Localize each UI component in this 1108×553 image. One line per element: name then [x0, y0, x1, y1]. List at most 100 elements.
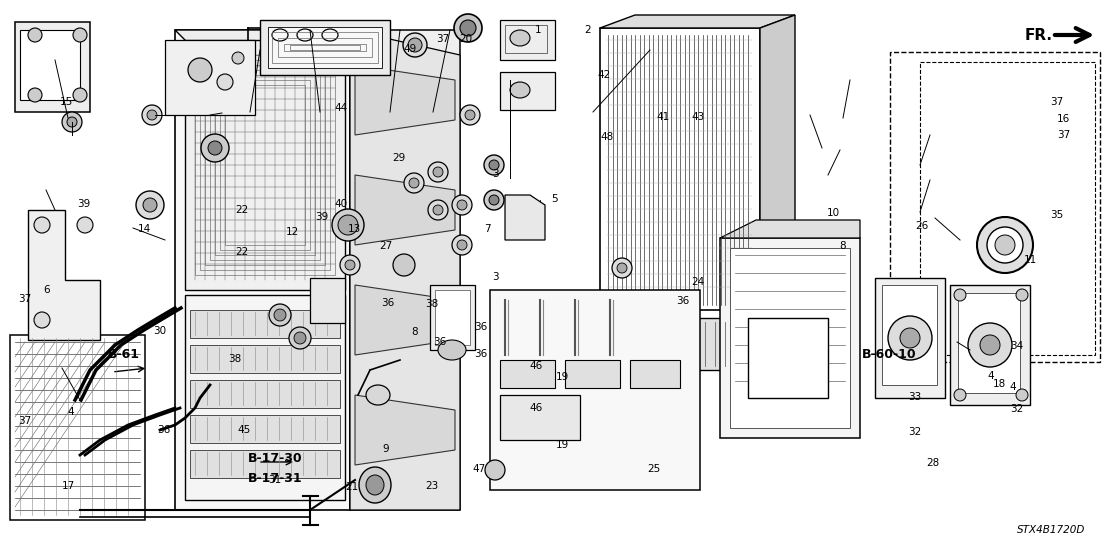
- Polygon shape: [760, 15, 796, 305]
- Text: 23: 23: [425, 481, 439, 491]
- Text: 45: 45: [237, 425, 250, 435]
- Text: 40: 40: [335, 199, 348, 208]
- Text: 37: 37: [18, 416, 31, 426]
- Ellipse shape: [1016, 389, 1028, 401]
- Ellipse shape: [987, 227, 1023, 263]
- Ellipse shape: [484, 190, 504, 210]
- Text: 18: 18: [993, 379, 1006, 389]
- Bar: [500, 72, 555, 110]
- Text: 7: 7: [484, 225, 491, 234]
- Ellipse shape: [338, 215, 358, 235]
- Ellipse shape: [489, 160, 499, 170]
- Text: 41: 41: [656, 112, 669, 122]
- Ellipse shape: [438, 340, 466, 360]
- Text: 46: 46: [530, 361, 543, 371]
- Text: 15: 15: [60, 97, 73, 107]
- Text: 27: 27: [379, 241, 392, 251]
- Text: B-17-31: B-17-31: [248, 472, 302, 484]
- Bar: [16, 22, 90, 112]
- Text: 44: 44: [335, 103, 348, 113]
- Ellipse shape: [188, 58, 212, 82]
- Text: 22: 22: [235, 247, 248, 257]
- Ellipse shape: [489, 195, 499, 205]
- Bar: [435, 290, 470, 345]
- Ellipse shape: [62, 112, 82, 132]
- Text: 5: 5: [551, 194, 557, 204]
- Ellipse shape: [617, 263, 627, 273]
- Text: 3: 3: [492, 272, 499, 281]
- Ellipse shape: [289, 327, 311, 349]
- Polygon shape: [355, 395, 455, 465]
- Ellipse shape: [452, 235, 472, 255]
- Ellipse shape: [428, 162, 448, 182]
- Polygon shape: [10, 335, 145, 520]
- Bar: [310, 278, 345, 323]
- Text: 32: 32: [1010, 404, 1024, 414]
- Text: 32: 32: [909, 427, 922, 437]
- Ellipse shape: [428, 200, 448, 220]
- Ellipse shape: [460, 20, 476, 36]
- Ellipse shape: [28, 28, 42, 42]
- Text: 9: 9: [382, 444, 389, 454]
- Text: 28: 28: [926, 458, 940, 468]
- Text: 46: 46: [530, 403, 543, 413]
- Text: 35: 35: [1050, 210, 1064, 220]
- Text: 47: 47: [472, 464, 485, 474]
- Text: 37: 37: [18, 294, 31, 304]
- Ellipse shape: [968, 323, 1012, 367]
- Text: B-17-30: B-17-30: [248, 451, 302, 465]
- Polygon shape: [189, 310, 340, 338]
- Ellipse shape: [393, 254, 416, 276]
- Polygon shape: [260, 20, 390, 75]
- Text: STX4B1720D: STX4B1720D: [1017, 525, 1085, 535]
- Bar: [430, 285, 475, 350]
- Text: B-61: B-61: [107, 348, 140, 362]
- Text: 19: 19: [556, 372, 570, 382]
- Text: 16: 16: [1057, 114, 1070, 124]
- Bar: [630, 360, 680, 388]
- Polygon shape: [560, 318, 598, 385]
- Ellipse shape: [900, 328, 920, 348]
- Ellipse shape: [954, 389, 966, 401]
- Ellipse shape: [294, 332, 306, 344]
- Ellipse shape: [366, 385, 390, 405]
- Text: 2: 2: [584, 25, 591, 35]
- Text: 38: 38: [425, 299, 439, 309]
- Bar: [882, 285, 937, 385]
- Polygon shape: [505, 195, 545, 240]
- Ellipse shape: [456, 240, 466, 250]
- Ellipse shape: [66, 117, 76, 127]
- Text: 37: 37: [1057, 131, 1070, 140]
- Bar: [20, 30, 80, 100]
- Text: 36: 36: [474, 322, 488, 332]
- Text: 36: 36: [676, 296, 689, 306]
- Text: 39: 39: [78, 199, 91, 208]
- Text: B-60-10: B-60-10: [862, 348, 916, 362]
- Bar: [490, 290, 700, 490]
- Ellipse shape: [359, 467, 391, 503]
- Text: 38: 38: [228, 354, 242, 364]
- Ellipse shape: [269, 304, 291, 326]
- Ellipse shape: [142, 105, 162, 125]
- Ellipse shape: [1001, 332, 1020, 352]
- Ellipse shape: [217, 74, 233, 90]
- Text: 14: 14: [137, 225, 151, 234]
- Ellipse shape: [454, 14, 482, 42]
- Text: 19: 19: [556, 440, 570, 450]
- Text: 36: 36: [474, 349, 488, 359]
- Polygon shape: [601, 28, 760, 310]
- Text: 36: 36: [381, 298, 394, 308]
- Ellipse shape: [409, 178, 419, 188]
- Text: 6: 6: [43, 285, 50, 295]
- Text: 17: 17: [62, 481, 75, 491]
- Polygon shape: [175, 30, 350, 510]
- Text: 48: 48: [601, 132, 614, 142]
- Ellipse shape: [1016, 289, 1028, 301]
- Ellipse shape: [366, 475, 384, 495]
- Ellipse shape: [612, 258, 632, 278]
- Polygon shape: [189, 380, 340, 408]
- Ellipse shape: [465, 110, 475, 120]
- Text: 26: 26: [915, 221, 929, 231]
- Polygon shape: [28, 210, 100, 340]
- Ellipse shape: [888, 316, 932, 360]
